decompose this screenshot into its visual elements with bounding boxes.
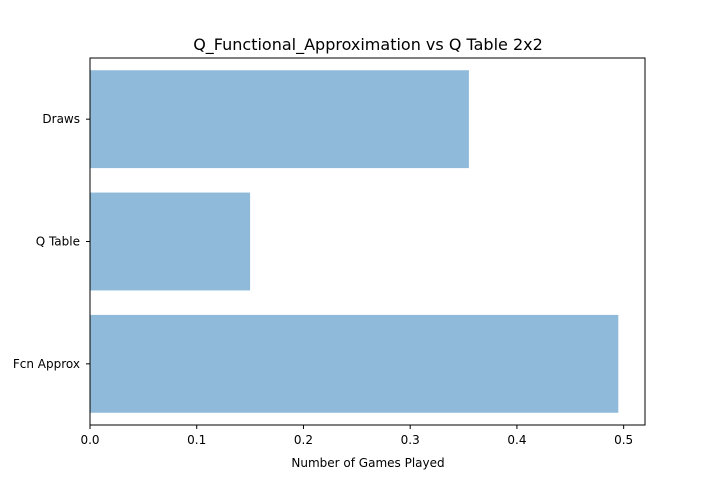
y-axis-ticks: Fcn Approx Q Table Draws — [13, 112, 90, 371]
x-axis-label: Number of Games Played — [291, 456, 444, 470]
x-tick-label: 0.5 — [614, 433, 633, 447]
x-tick-label: 0.3 — [401, 433, 420, 447]
x-tick-label: 0.1 — [187, 433, 206, 447]
y-tick-label: Q Table — [36, 235, 80, 249]
y-tick-label: Draws — [42, 112, 80, 126]
bar-fcn-approx — [90, 314, 619, 413]
bars-group — [90, 70, 619, 413]
x-axis-ticks: 0.0 0.1 0.2 0.3 0.4 0.5 — [80, 425, 633, 447]
bar-draws — [90, 70, 469, 169]
x-tick-label: 0.0 — [80, 433, 99, 447]
chart-title: Q_Functional_Approximation vs Q Table 2x… — [193, 35, 543, 55]
bar-q-table — [90, 192, 251, 291]
x-tick-label: 0.4 — [507, 433, 526, 447]
x-tick-label: 0.2 — [294, 433, 313, 447]
y-tick-label: Fcn Approx — [13, 357, 80, 371]
